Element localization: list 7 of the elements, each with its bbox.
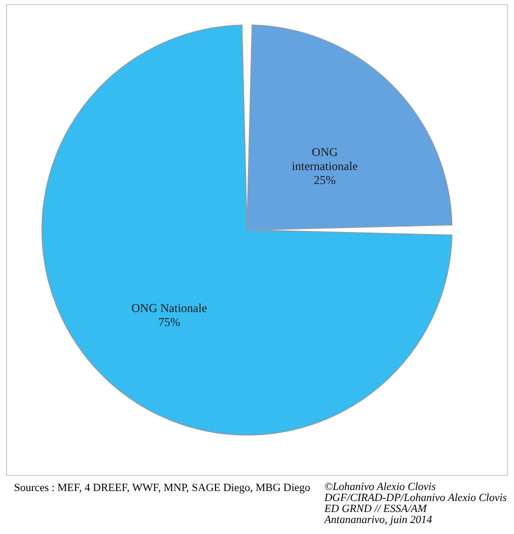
data-label: 25% bbox=[314, 173, 336, 188]
slice-label: ONG Nationale bbox=[131, 300, 208, 315]
source-note: Sources : MEF, 4 DREEF, WWF, MNP, SAGE Diego, MBG Diego bbox=[14, 482, 310, 496]
data-label: 75% bbox=[158, 314, 180, 329]
slice-label: ONG internationale bbox=[292, 145, 358, 174]
pie-slice bbox=[42, 24, 452, 436]
text: ©Lohanivo Alexio Clovis DGF/CIRAD-DP/Lohanivo Alexio Clovis ED GRND // ESSA/AM Antananarivo, juin 2014 bbox=[324, 481, 507, 526]
